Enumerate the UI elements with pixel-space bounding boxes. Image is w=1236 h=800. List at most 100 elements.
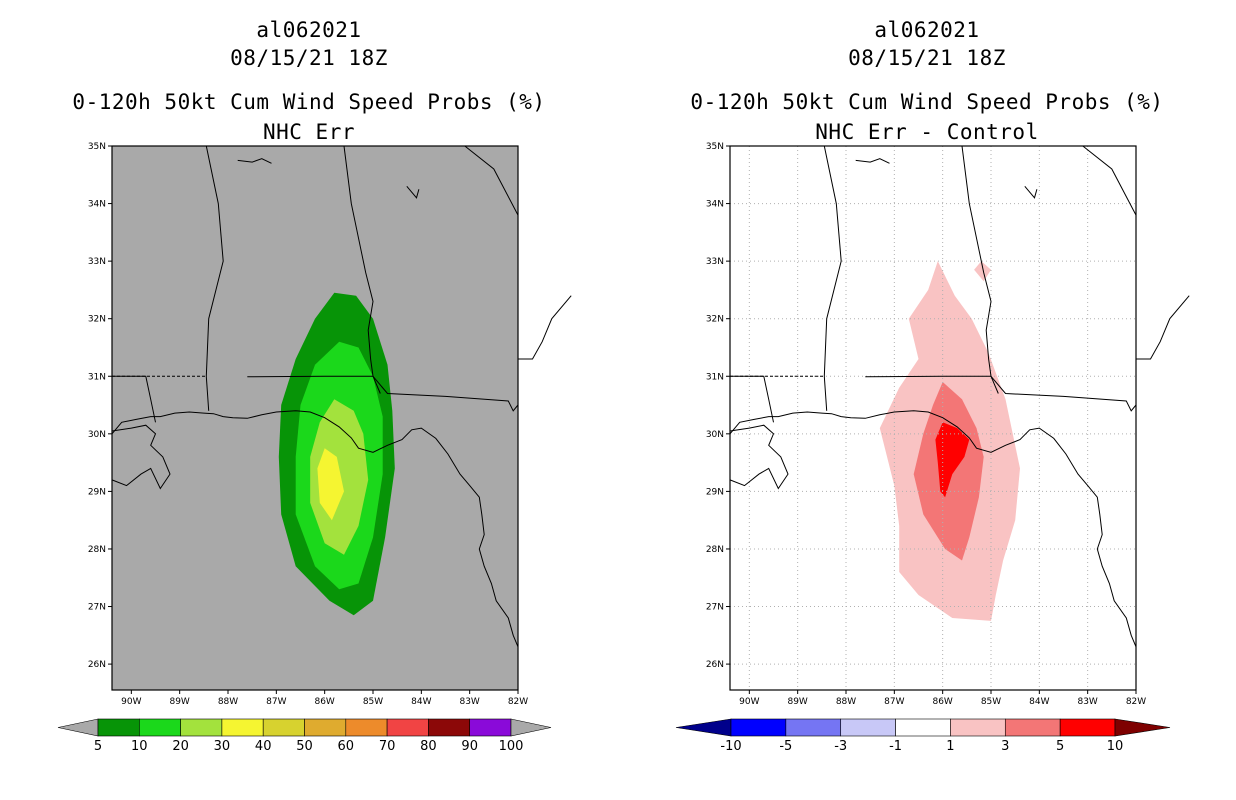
map-frame: [111, 145, 519, 691]
colorbar-label: 50: [296, 739, 313, 754]
state-border: [343, 145, 381, 394]
state-border: [990, 375, 1137, 412]
lon-label: 84W: [1029, 697, 1049, 707]
colorbar-swatch: [950, 718, 1006, 737]
lon-label: 82W: [508, 697, 528, 707]
lon-label: 84W: [411, 697, 431, 707]
lat-label: 33N: [706, 257, 724, 267]
map-area: [729, 145, 1190, 691]
colorbar-low-triangle: [675, 718, 732, 737]
probability-fill: [278, 292, 395, 616]
map-frame: [729, 145, 1137, 691]
coastline: [729, 410, 1137, 647]
lon-label: 86W: [932, 697, 952, 707]
lat-label: 32N: [706, 315, 724, 325]
diff-contour: [974, 261, 991, 282]
coastline: [518, 295, 572, 360]
state-border: [865, 375, 991, 378]
colorbar-swatch: [1004, 718, 1061, 737]
colorbar-label: 3: [1001, 739, 1009, 754]
map-area: [111, 145, 572, 691]
map-difference: 35N 34N 33N 32N 31N 30N 29N 28N 27N 26N 90W 89W 88W 8…: [675, 142, 1190, 754]
lake-outline: [1024, 185, 1038, 199]
lon-label: 89W: [787, 697, 807, 707]
lat-label: 29N: [706, 487, 724, 497]
lon-label: 86W: [314, 697, 334, 707]
coastline: [111, 424, 171, 490]
lon-label: 83W: [459, 697, 479, 707]
lat-label: 26N: [706, 660, 724, 670]
lat-label: 28N: [706, 545, 724, 555]
lat-label: 30N: [88, 430, 106, 440]
axis-ticks: 35N 34N 33N 32N 31N 30N 29N 28N 27N 26N 90W 89W 88W 8…: [88, 142, 528, 707]
lat-label: 34N: [706, 200, 724, 210]
colorbar-swatch: [785, 718, 842, 737]
colorbar-swatch: [97, 718, 140, 737]
lon-label: 89W: [169, 697, 189, 707]
colorbar-label: 80: [420, 739, 437, 754]
lon-label: 83W: [1077, 697, 1097, 707]
colorbar: -10 -5 -3 -1 1 3 5 10: [675, 718, 1171, 754]
subtitle-title: NHC Err: [262, 120, 355, 144]
colorbar-label: 1: [946, 739, 954, 754]
product-title: 0-120h 50kt Cum Wind Speed Probs (%): [690, 90, 1164, 114]
colorbar-label: 60: [338, 739, 355, 754]
lat-label: 29N: [88, 487, 106, 497]
colorbar-swatch: [730, 718, 787, 737]
state-border: [823, 145, 842, 411]
diff-contour: [935, 422, 970, 498]
colorbar-label: 40: [255, 739, 272, 754]
colorbar-label: 30: [214, 739, 231, 754]
map-nhc-err: 35N 34N 33N 32N 31N 30N 29N 28N 27N 26N 90W 89W 88W 8…: [57, 142, 572, 754]
lake-outline: [237, 158, 272, 164]
colorbar-label: 70: [379, 739, 396, 754]
colorbar-label: 10: [1107, 739, 1124, 754]
probability-fill: [879, 261, 1020, 621]
coastline: [111, 410, 519, 647]
state-border: [961, 145, 999, 394]
colorbar-label: -10: [720, 739, 741, 754]
colorbar-low-triangle: [57, 718, 99, 737]
state-border: [205, 145, 224, 411]
colorbar-swatch: [840, 718, 896, 737]
colorbar-label: -1: [889, 739, 902, 754]
panel-nhc-err: al062021 08/15/21 18Z 0-120h 50kt Cum Wi…: [57, 18, 572, 754]
colorbar-swatch: [469, 718, 512, 737]
colorbar-swatch: [386, 718, 429, 737]
colorbar-label: 5: [94, 739, 102, 754]
colorbar-swatch: [428, 718, 470, 737]
lat-label: 26N: [88, 660, 106, 670]
colorbar-high-triangle: [1114, 718, 1171, 737]
lat-label: 32N: [88, 315, 106, 325]
colorbar-swatch: [304, 718, 347, 737]
colorbar: 5 10 20 30 40 50 60 70 80 90 100: [57, 718, 552, 754]
panel-nhc-err-minus-control: al062021 08/15/21 18Z 0-120h 50kt Cum Wi…: [618, 0, 1236, 800]
colorbar-swatch: [180, 718, 223, 737]
colorbar-swatch: [139, 718, 181, 737]
colorbar-swatch: [895, 718, 951, 737]
axis-ticks: 35N 34N 33N 32N 31N 30N 29N 28N 27N 26N 90W 89W 88W 8…: [706, 142, 1146, 707]
lon-label: 87W: [266, 697, 286, 707]
lat-label: 33N: [88, 257, 106, 267]
lon-label: 85W: [981, 697, 1001, 707]
lon-label: 82W: [1126, 697, 1146, 707]
colorbar-high-triangle: [510, 718, 552, 737]
colorbar-label: 100: [499, 739, 524, 754]
lat-label: 28N: [88, 545, 106, 555]
state-border: [372, 375, 519, 412]
colorbar-swatch: [262, 718, 305, 737]
colorbar-swatch: [221, 718, 264, 737]
colorbar-label: 20: [172, 739, 189, 754]
lat-label: 35N: [88, 142, 106, 152]
lon-label: 88W: [218, 697, 238, 707]
prob-contour: [317, 448, 344, 521]
coastline: [729, 424, 789, 490]
coastline: [1136, 295, 1190, 360]
datetime-title: 08/15/21 18Z: [848, 46, 1006, 70]
state-border: [247, 375, 373, 378]
subtitle-title: NHC Err - Control: [815, 120, 1039, 144]
lake-outline: [406, 185, 420, 199]
lat-label: 30N: [706, 430, 724, 440]
state-border: [1082, 145, 1137, 216]
colorbar-label: 5: [1056, 739, 1064, 754]
